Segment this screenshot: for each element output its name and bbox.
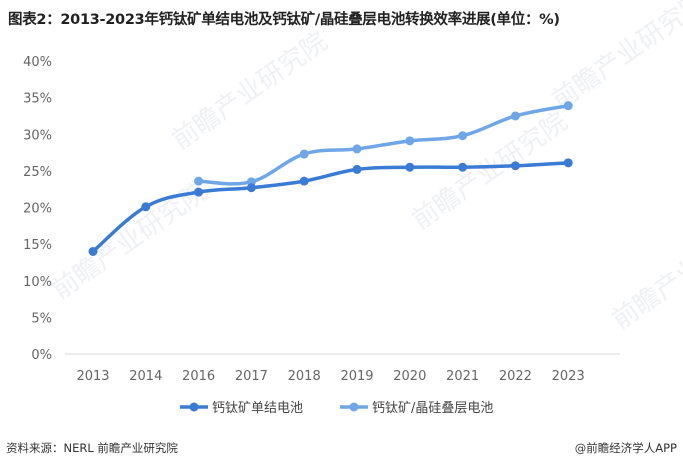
brand-note: @前瞻经济学人APP [574, 441, 677, 455]
data-point [458, 162, 468, 172]
data-point [299, 176, 309, 186]
y-tick-label: 35% [23, 92, 52, 107]
data-point [352, 164, 362, 174]
watermark: 前瞻产业研究院 [547, 0, 683, 116]
y-tick-label: 5% [31, 311, 52, 326]
data-point [299, 149, 309, 159]
data-point [510, 111, 520, 121]
data-point [563, 101, 573, 111]
source-note: 资料来源：NERL 前瞻产业研究院 [6, 441, 178, 455]
data-point [141, 202, 151, 212]
watermark: 前瞻产业研究院 [607, 207, 683, 336]
series-line [196, 103, 570, 186]
x-tick-label: 2019 [340, 369, 373, 384]
data-point [88, 246, 98, 256]
x-tick-label: 2020 [393, 369, 426, 384]
data-point [352, 144, 362, 154]
data-point [246, 183, 256, 193]
data-point [563, 158, 573, 168]
y-tick-label: 25% [23, 165, 52, 180]
data-point [405, 162, 415, 172]
x-tick-label: 2017 [235, 369, 268, 384]
data-point [458, 131, 468, 141]
legend-label: 钙钛矿单结电池 [212, 401, 303, 416]
watermark: 前瞻产业研究院 [47, 177, 213, 306]
x-tick-label: 2018 [288, 369, 321, 384]
legend-label: 钙钛矿/晶硅叠层电池 [372, 401, 493, 416]
data-point [194, 176, 204, 186]
y-tick-label: 15% [23, 238, 52, 253]
data-point [405, 136, 415, 146]
x-tick-label: 2014 [129, 369, 162, 384]
y-tick-label: 0% [31, 348, 52, 363]
legend-marker [349, 402, 359, 412]
y-tick-label: 20% [23, 202, 52, 217]
x-tick-label: 2021 [446, 369, 479, 384]
watermark: 前瞻产业研究院 [167, 27, 333, 156]
x-tick-label: 2013 [76, 369, 109, 384]
x-tick-label: 2016 [182, 369, 215, 384]
x-tick-label: 2022 [499, 369, 532, 384]
y-tick-label: 10% [23, 275, 52, 290]
y-tick-label: 40% [23, 55, 52, 70]
data-point [194, 187, 204, 197]
data-point [510, 161, 520, 171]
series-line [91, 161, 570, 254]
y-tick-label: 30% [23, 128, 52, 143]
x-tick-label: 2023 [552, 369, 585, 384]
chart-title: 图表2：2013-2023年钙钛矿单结电池及钙钛矿/晶硅叠层电池转换效率进展(单… [8, 12, 560, 28]
legend-marker [189, 402, 199, 412]
